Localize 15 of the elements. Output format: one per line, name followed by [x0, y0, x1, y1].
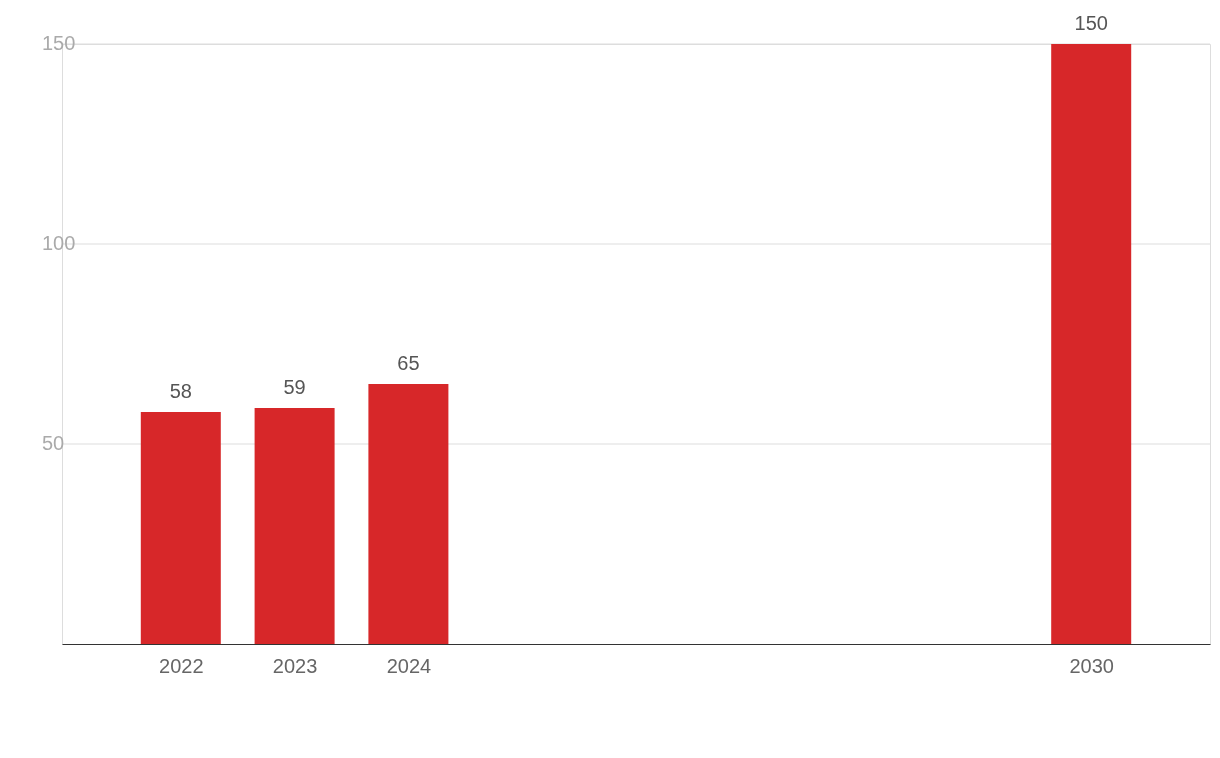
- data-label: 150: [1074, 12, 1108, 34]
- data-label: 58: [169, 380, 192, 402]
- x-tick-label: 2030: [1069, 654, 1114, 677]
- x-tick-label: 2024: [386, 654, 432, 677]
- y-tick-label: 150: [42, 32, 76, 54]
- data-label: 59: [283, 376, 306, 398]
- bar: [368, 384, 449, 644]
- bar: [254, 408, 335, 644]
- y-tick-label: 100: [42, 232, 76, 254]
- bar: [1051, 44, 1132, 644]
- data-label: 65: [397, 352, 420, 374]
- y-tick-label: 50: [42, 432, 65, 454]
- bar: [140, 412, 221, 644]
- x-tick-label: 2022: [159, 654, 204, 677]
- x-tick-label: 2023: [272, 654, 318, 677]
